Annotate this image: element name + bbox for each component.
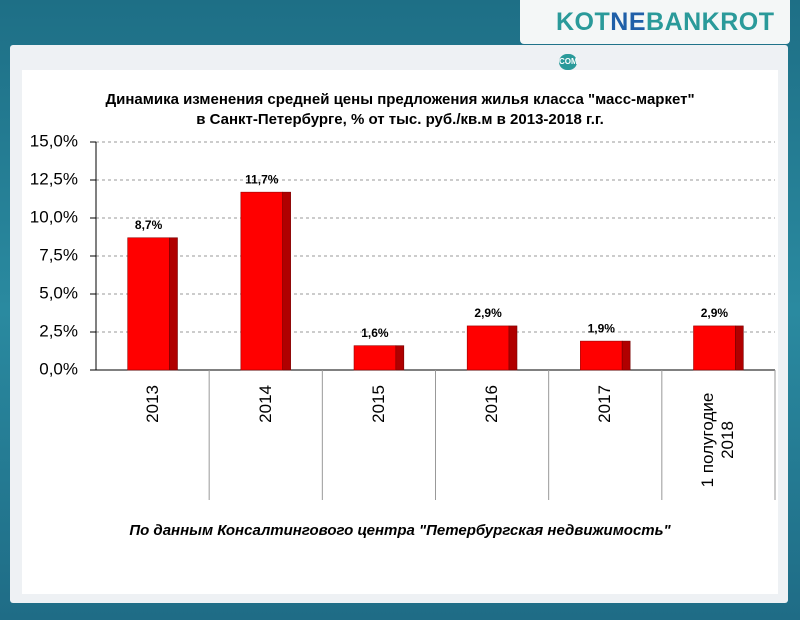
y-tick-label: 10,0%: [30, 207, 78, 226]
bar: [580, 340, 623, 371]
logo-bankrot: BANKROT: [646, 8, 775, 36]
logo-com: COM: [559, 54, 578, 70]
bar: [240, 191, 283, 371]
bar: [353, 345, 397, 371]
value-label: 1,9%: [588, 321, 616, 335]
x-tick-text: 2017: [595, 385, 615, 423]
logo-kot: KOT: [556, 8, 611, 36]
bar-side: [282, 191, 291, 371]
value-label: 2,9%: [474, 306, 502, 320]
value-label: 11,7%: [245, 172, 279, 186]
logo-ne: NE: [610, 8, 647, 36]
x-tick-label: 2017: [595, 385, 615, 495]
x-tick-label: 2015: [369, 385, 389, 495]
y-tick-label: 0,0%: [39, 359, 78, 378]
x-tick-text: 2016: [482, 385, 502, 423]
value-label: 2,9%: [701, 306, 729, 320]
bar: [693, 325, 736, 371]
bar: [127, 237, 170, 371]
x-tick-label: 1 полугодие 2018: [698, 385, 738, 495]
bar-side: [735, 325, 744, 371]
y-tick-label: 2,5%: [39, 321, 78, 340]
x-tick-text: 2014: [255, 385, 275, 423]
value-label: 1,6%: [361, 326, 389, 340]
chart-title: Динамика изменения средней цены предложе…: [105, 91, 695, 128]
y-tick-label: 12,5%: [30, 169, 78, 188]
logo[interactable]: KOTNEBANKROT COM: [520, 0, 790, 70]
x-tick-label: 2014: [256, 385, 276, 495]
y-tick-label: 5,0%: [39, 283, 78, 302]
bar: [466, 325, 510, 371]
x-tick-text: 2013: [142, 385, 162, 423]
source-note: По данным Консалтингового центра "Петерб…: [129, 522, 671, 539]
bar-side: [508, 325, 518, 371]
y-tick-label: 15,0%: [30, 131, 78, 150]
bar-side: [169, 237, 178, 371]
value-label: 8,7%: [135, 218, 163, 232]
bar-side: [395, 345, 405, 371]
bar-side: [621, 340, 631, 371]
x-tick-label: 2013: [143, 385, 163, 495]
x-tick-text: 1 полугодие 2018: [698, 392, 738, 488]
y-tick-label: 7,5%: [39, 245, 78, 264]
x-tick-label: 2016: [482, 385, 502, 495]
x-tick-text: 2015: [368, 385, 388, 423]
